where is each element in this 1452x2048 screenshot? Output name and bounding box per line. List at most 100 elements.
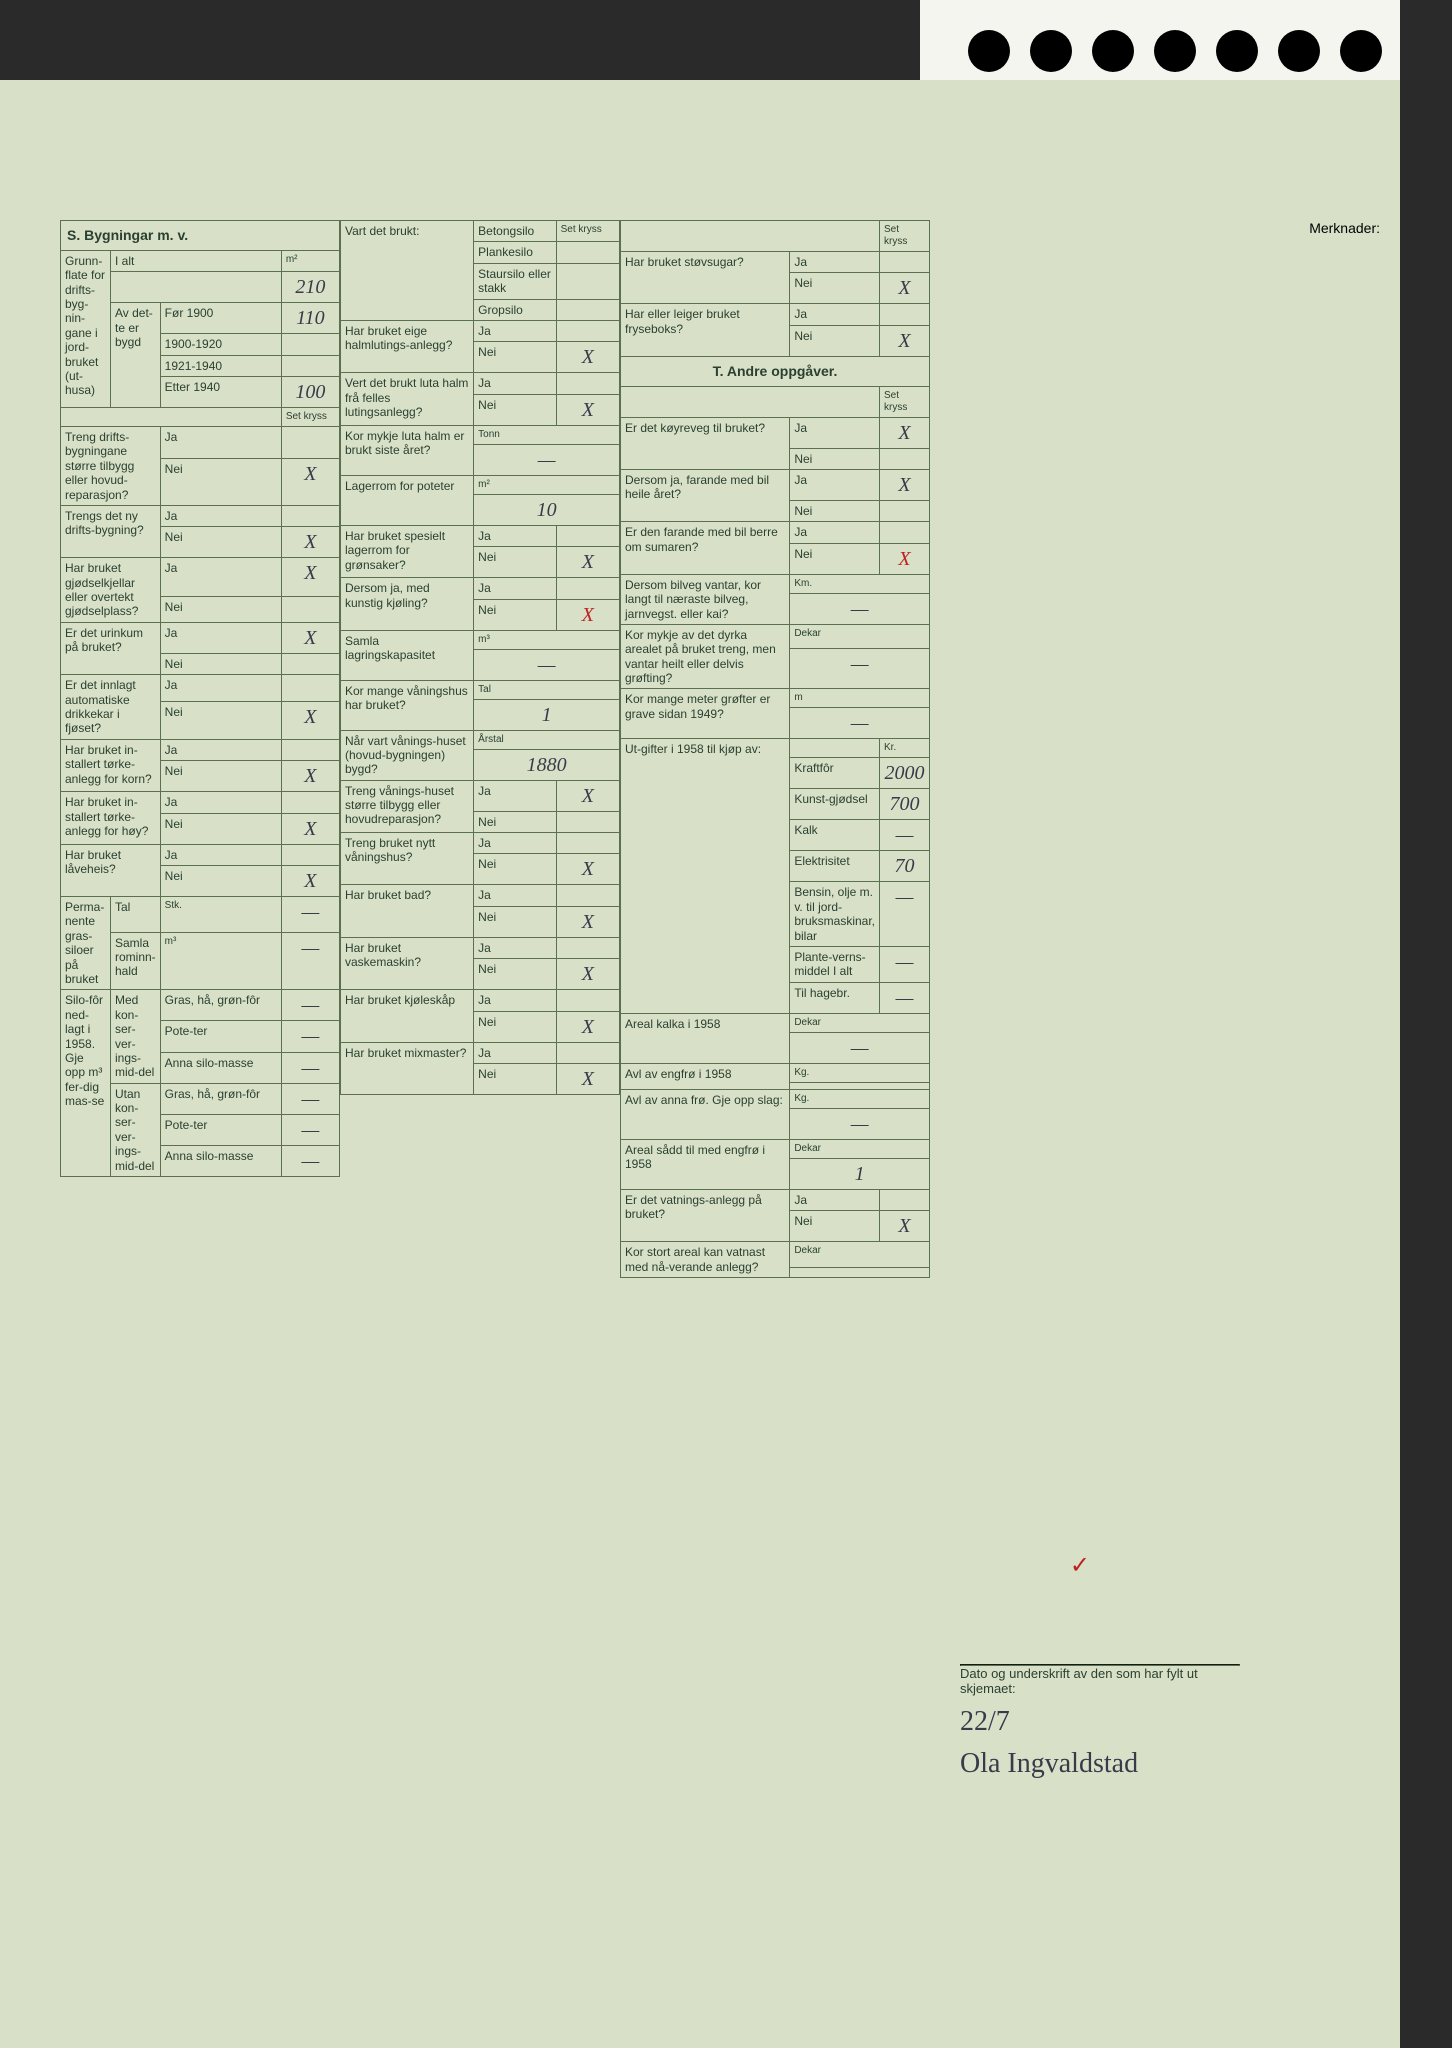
c3q-0: Har bruket støvsugar? (621, 252, 790, 304)
c2q-13-ja (556, 990, 619, 1011)
c2q-14-nei: X (556, 1064, 619, 1095)
c3q-1: Har eller leiger bruket fryseboks? (621, 304, 790, 356)
ja-label: Ja (160, 844, 281, 865)
silofor-label: Silo-fôr ned-lagt i 1958. Gje opp m³ fer… (61, 990, 111, 1177)
c2q-7-val: 1 (474, 699, 620, 730)
nei-label: Nei (160, 866, 281, 897)
bq-5-val (790, 1268, 930, 1278)
nei-label: Nei (160, 527, 281, 558)
c1q-2: Har bruket gjødselkjellar eller overtekt… (61, 558, 161, 623)
c2q-6-unit: m³ (474, 630, 620, 649)
c3t-5-unit: m (790, 689, 930, 708)
c1q-5: Har bruket in-stallert tørke-anlegg for … (61, 739, 161, 791)
ja-label: Ja (474, 833, 556, 854)
bq-5: Kor stort areal kan vatnast med nå-veran… (621, 1242, 790, 1278)
c2q-6-val: — (474, 649, 620, 680)
c3q-0-nei: X (880, 273, 930, 304)
tal-val: — (281, 897, 339, 933)
setkryss-c3: Set kryss (880, 221, 930, 252)
tal-label: Tal (111, 897, 161, 933)
bq-1: Avl av engfrø i 1958 (621, 1063, 790, 1089)
ja-label: Ja (474, 578, 556, 599)
utan-label: Utan kon-ser-ver-ings-mid-del (111, 1083, 161, 1176)
sf-r0b: Gras, hå, grøn-fôr (160, 1083, 281, 1114)
c3t-0: Er det køyreveg til bruket? (621, 417, 790, 469)
period-1-val (281, 334, 339, 355)
c3t-2: Er den farande med bil berre om sumaren? (621, 522, 790, 574)
ut-0-val: 2000 (880, 758, 930, 789)
c2q-1-ja (556, 373, 619, 394)
c1q-3-ja: X (281, 622, 339, 653)
c2q-8-val: 1880 (474, 749, 620, 780)
c2q-14-ja (556, 1042, 619, 1063)
ut-4-val: — (880, 882, 930, 947)
utgifter-unit: Kr. (880, 739, 930, 758)
ja-label: Ja (790, 417, 880, 448)
nei-label: Nei (790, 1211, 880, 1242)
rom-val: — (281, 932, 339, 990)
c1q-6-ja (281, 792, 339, 813)
ja-label: Ja (160, 792, 281, 813)
c1q-6: Har bruket in-stallert tørke-anlegg for … (61, 792, 161, 844)
c3t-5: Kor mange meter grøfter er grave sidan 1… (621, 689, 790, 739)
c3t-2-nei: X (880, 543, 930, 574)
c2q-4-nei: X (556, 547, 619, 578)
signature-area: Dato og underskrift av den som har fylt … (960, 1664, 1240, 1780)
period-0-val: 110 (281, 303, 339, 334)
setkryss-1: Set kryss (281, 407, 339, 426)
red-checkmark: ✓ (1070, 1551, 1090, 1580)
merknader-label: Merknader: (1309, 220, 1380, 236)
form-area: S. Bygningar m. v. Grunn-flate for drift… (60, 220, 1300, 2000)
ja-label: Ja (474, 990, 556, 1011)
c2q-5-ja (556, 578, 619, 599)
c2q-14: Har bruket mixmaster? (341, 1042, 474, 1094)
section-t-title: T. Andre oppgåver. (621, 356, 930, 386)
ialt-label: I alt (111, 250, 282, 271)
avdette-label: Av det-te er bygd (111, 303, 161, 408)
c2q-10: Treng bruket nytt våningshus? (341, 833, 474, 885)
document-page: Merknader: S. Bygningar m. v. Grunn-flat… (0, 80, 1400, 2048)
c2q-5: Dersom ja, med kunstig kjøling? (341, 578, 474, 630)
nei-label: Nei (160, 653, 281, 674)
nei-label: Nei (474, 394, 556, 425)
rom-label: Samla rominn-hald (111, 932, 161, 990)
c2q-1-nei: X (556, 394, 619, 425)
nei-label: Nei (790, 273, 880, 304)
bq-3-val: 1 (790, 1158, 930, 1189)
c3t-1: Dersom ja, farande med bil heile året? (621, 469, 790, 521)
c3q-1-nei: X (880, 325, 930, 356)
column-2: Vart det brukt: Betongsilo Set kryss Pla… (340, 220, 620, 1095)
ja-label: Ja (474, 525, 556, 546)
nei-label: Nei (790, 325, 880, 356)
bq-1-val (790, 1082, 930, 1089)
setkryss-2: Set kryss (556, 221, 619, 242)
nei-label: Nei (474, 342, 556, 373)
c2q-5-nei: X (556, 599, 619, 630)
c2q-7: Kor mange våningshus har bruket? (341, 680, 474, 730)
ja-label: Ja (790, 252, 880, 273)
perm-grassiloer: Perma-nente gras-siloer på bruket (61, 897, 111, 990)
c2q-6: Samla lagringskapasitet (341, 630, 474, 680)
c1q-4-ja (281, 675, 339, 701)
c1q-2-ja: X (281, 558, 339, 596)
bq-0: Areal kalka i 1958 (621, 1013, 790, 1063)
bq-1-unit: Kg. (790, 1063, 930, 1082)
ut-1-val: 700 (880, 789, 930, 820)
c2q-4-ja (556, 525, 619, 546)
section-s-title: S. Bygningar m. v. (61, 221, 340, 251)
nei-label: Nei (474, 811, 556, 832)
c3t-0-nei (880, 448, 930, 469)
nei-label: Nei (160, 459, 281, 506)
bq-4-nei: X (880, 1211, 930, 1242)
c1q-0-ja (281, 426, 339, 458)
ja-label: Ja (474, 780, 556, 811)
ja-label: Ja (790, 1189, 880, 1210)
c2q-3-val: 10 (474, 494, 620, 525)
c2q-8-unit: Årstal (474, 730, 620, 749)
punch-holes (968, 30, 1382, 72)
nei-label: Nei (160, 813, 281, 844)
ja-label: Ja (790, 304, 880, 325)
c2q-10-nei: X (556, 854, 619, 885)
period-1: 1900-1920 (160, 334, 281, 355)
c2q-12: Har bruket vaskemaskin? (341, 937, 474, 989)
